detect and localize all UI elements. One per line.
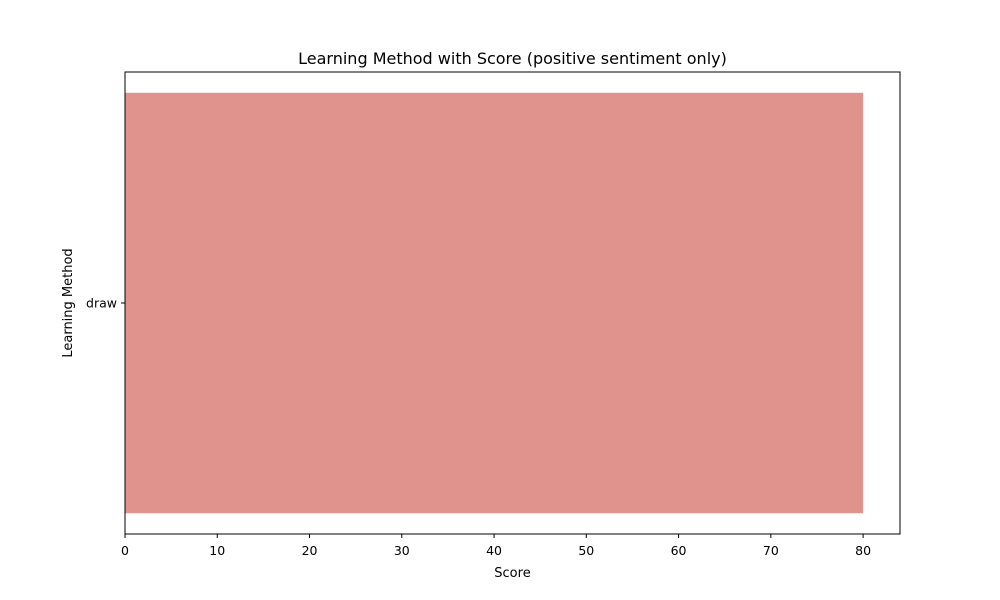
x-tick-label: 50 — [578, 543, 594, 558]
x-tick-label: 0 — [121, 543, 129, 558]
x-tick-label: 70 — [763, 543, 779, 558]
chart-title: Learning Method with Score (positive sen… — [298, 49, 727, 68]
x-tick-label: 10 — [209, 543, 225, 558]
y-axis-ticks: draw — [86, 296, 125, 311]
x-tick-label: 20 — [302, 543, 318, 558]
x-tick-label: 40 — [486, 543, 502, 558]
bar-draw — [125, 92, 864, 514]
x-tick-label: 80 — [855, 543, 871, 558]
x-axis-ticks: 0 10 20 30 40 50 60 70 80 — [121, 534, 871, 558]
x-tick-label: 60 — [671, 543, 687, 558]
x-tick-label: 30 — [394, 543, 410, 558]
x-axis-label: Score — [494, 566, 530, 581]
y-axis-label: Learning Method — [61, 248, 76, 357]
bars-group — [125, 92, 864, 514]
y-tick-label: draw — [86, 296, 117, 311]
